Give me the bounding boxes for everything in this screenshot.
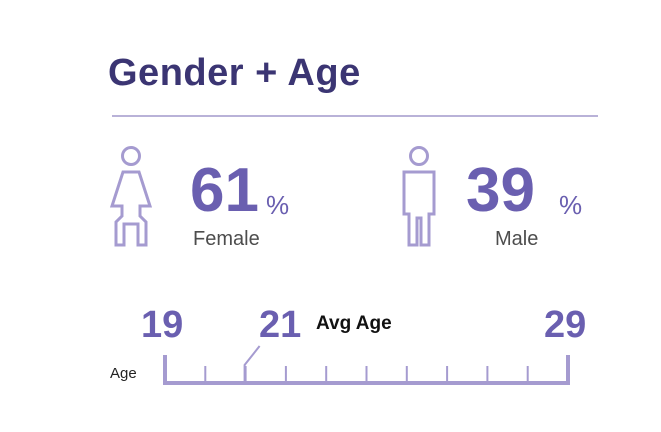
- age-avg-value-label: 21: [259, 304, 302, 346]
- female-percent-sign: %: [266, 190, 290, 220]
- female-percent-value: 61: [190, 156, 259, 225]
- age-axis-label: Age: [110, 365, 137, 382]
- male-percent-sign: %: [559, 190, 583, 220]
- male-figure-icon: [402, 146, 436, 247]
- female-figure-icon: [109, 146, 153, 247]
- age-min-label: 19: [141, 304, 184, 346]
- avg-age-pointer: [243, 345, 261, 381]
- male-percent-value: 39: [466, 156, 535, 225]
- avg-age-label: Avg Age: [316, 313, 392, 334]
- female-label: Female: [193, 228, 260, 250]
- male-label: Male: [495, 228, 539, 250]
- title-divider: [112, 115, 598, 117]
- page-title: Gender + Age: [108, 52, 361, 94]
- age-max-label: 29: [544, 304, 587, 346]
